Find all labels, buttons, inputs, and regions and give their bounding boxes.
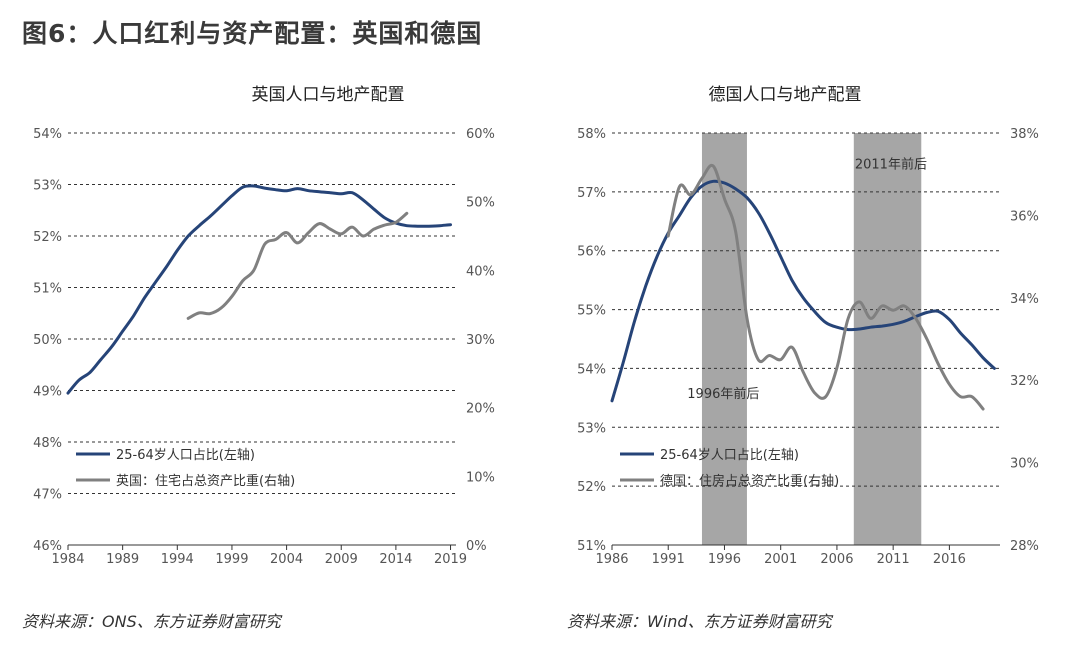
de-y-left-tick: 53% bbox=[577, 421, 606, 436]
de-annotation-2: 2011年前后 bbox=[855, 156, 927, 172]
uk-x-tick-label: 2009 bbox=[325, 552, 358, 567]
uk-x-tick-label: 2014 bbox=[379, 552, 412, 567]
uk-series-2-line bbox=[186, 211, 409, 320]
uk-y-left-tick: 48% bbox=[33, 436, 62, 451]
uk-y-left-tick: 53% bbox=[33, 179, 62, 194]
de-y-right-tick: 30% bbox=[1010, 457, 1039, 472]
de-x-tick-label: 1996 bbox=[708, 552, 741, 567]
de-x-tick-label: 2001 bbox=[764, 552, 797, 567]
de-chart: 51% 52% 53% 54% 55% 56% 57% 58% 28% 30% 32% 34% 36% 3… bbox=[577, 127, 1039, 567]
de-shaded-period-2 bbox=[853, 133, 922, 545]
de-y-left-tick: 54% bbox=[577, 362, 606, 377]
figure-title: 图6：人口红利与资产配置：英国和德国 bbox=[22, 19, 483, 48]
de-y-left-tick: 51% bbox=[577, 539, 606, 554]
de-y-right-tick: 36% bbox=[1010, 209, 1039, 224]
de-y-right-tick: 34% bbox=[1010, 292, 1039, 307]
de-x-tick-label: 1986 bbox=[595, 552, 628, 567]
de-series-1-line bbox=[610, 179, 996, 403]
uk-legend-label-2: 英国：住宅占总资产比重(右轴) bbox=[116, 473, 295, 489]
de-y-left-tick: 58% bbox=[577, 127, 606, 142]
uk-y-right-tick: 20% bbox=[466, 402, 495, 417]
de-y-left-tick: 52% bbox=[577, 480, 606, 495]
uk-series-1-line bbox=[66, 184, 452, 395]
de-source: 资料来源：Wind、东方证券财富研究 bbox=[567, 612, 832, 631]
uk-y-right-tick: 0% bbox=[466, 539, 487, 554]
uk-chart-title: 英国人口与地产配置 bbox=[251, 85, 405, 105]
uk-x-tick-label: 2019 bbox=[434, 552, 467, 567]
uk-y-left-tick: 54% bbox=[33, 127, 62, 142]
de-legend-label-2: 德国：住房占总资产比重(右轴) bbox=[660, 473, 839, 489]
de-chart-title: 德国人口与地产配置 bbox=[708, 85, 862, 105]
de-y-left-tick: 57% bbox=[577, 186, 606, 201]
de-x-tick-label: 2006 bbox=[820, 552, 853, 567]
de-series-2-line bbox=[666, 163, 985, 411]
uk-y-left-tick: 47% bbox=[33, 488, 62, 503]
uk-y-left-tick: 51% bbox=[33, 282, 62, 297]
de-y-right-tick: 38% bbox=[1010, 127, 1039, 142]
uk-x-tick-label: 2004 bbox=[270, 552, 303, 567]
uk-y-left-tick: 50% bbox=[33, 333, 62, 348]
uk-y-right-tick: 10% bbox=[466, 470, 495, 485]
uk-chart: 46% 47% 48% 49% 50% 51% 52% 53% 54% 0% 10% 20% 30% 40… bbox=[33, 127, 495, 567]
uk-y-left-tick: 52% bbox=[33, 230, 62, 245]
de-x-tick-label: 2016 bbox=[933, 552, 966, 567]
uk-x-tick-label: 1999 bbox=[215, 552, 248, 567]
uk-source: 资料来源：ONS、东方证券财富研究 bbox=[22, 612, 281, 631]
uk-x-tick-label: 1984 bbox=[51, 552, 84, 567]
uk-y-left-tick: 49% bbox=[33, 385, 62, 400]
uk-y-right-tick: 40% bbox=[466, 264, 495, 279]
uk-y-right-tick: 60% bbox=[466, 127, 495, 142]
uk-x-tick-label: 1989 bbox=[106, 552, 139, 567]
de-y-left-tick: 56% bbox=[577, 245, 606, 260]
de-y-right-tick: 28% bbox=[1010, 539, 1039, 554]
de-y-left-tick: 55% bbox=[577, 304, 606, 319]
uk-y-right-tick: 50% bbox=[466, 196, 495, 211]
de-legend-label-1: 25-64岁人口占比(左轴) bbox=[660, 448, 799, 463]
uk-legend-label-1: 25-64岁人口占比(左轴) bbox=[116, 448, 255, 463]
uk-y-right-tick: 30% bbox=[466, 333, 495, 348]
de-x-tick-label: 2011 bbox=[877, 552, 910, 567]
uk-x-tick-label: 1994 bbox=[161, 552, 194, 567]
de-annotation-1: 1996年前后 bbox=[687, 386, 759, 402]
uk-y-left-tick: 46% bbox=[33, 539, 62, 554]
de-x-tick-label: 1991 bbox=[652, 552, 685, 567]
de-y-right-tick: 32% bbox=[1010, 374, 1039, 389]
